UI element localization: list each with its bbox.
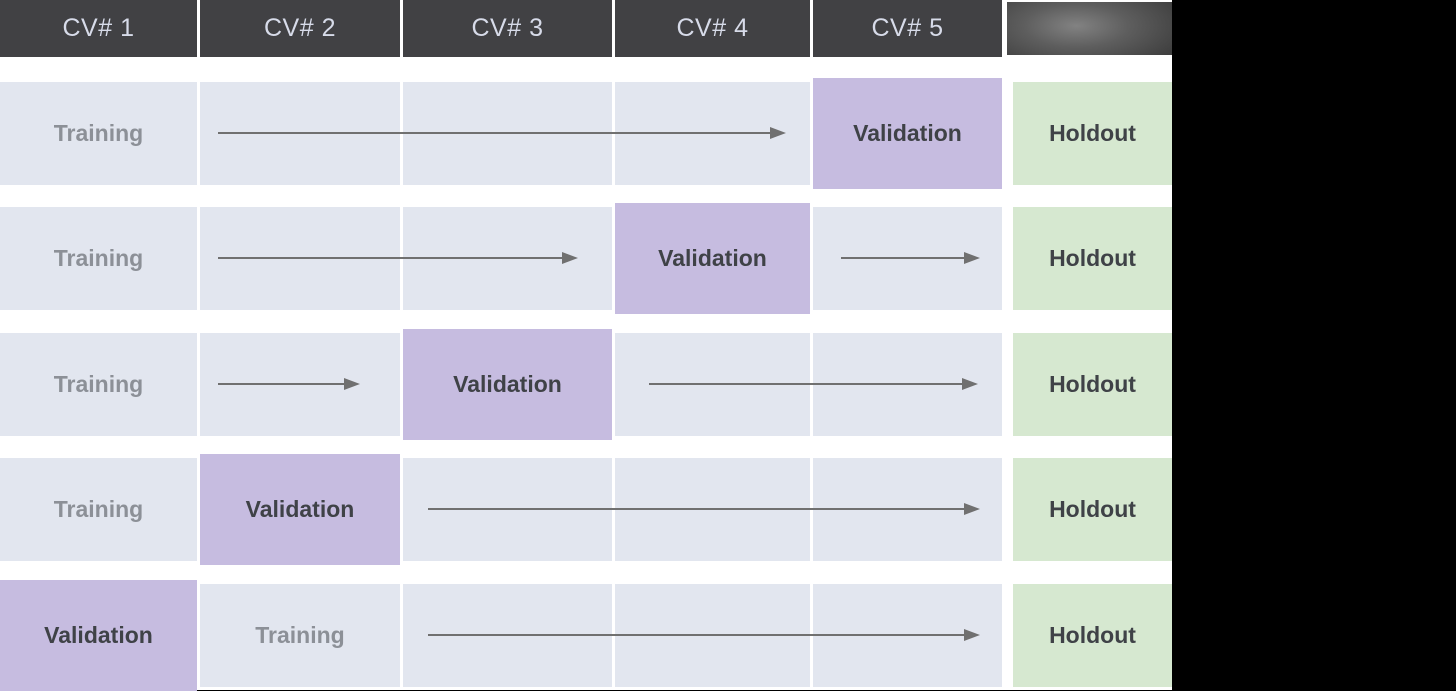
- header-cell-cv3: CV# 3: [403, 0, 612, 57]
- training-flow-arrow: [649, 378, 978, 390]
- training-cell: Training: [0, 333, 197, 436]
- training-label: Training: [53, 496, 144, 522]
- training-label: Training: [53, 245, 144, 271]
- arrow-head-icon: [964, 252, 980, 264]
- arrow-line: [841, 257, 964, 259]
- holdout-label: Holdout: [1049, 496, 1136, 522]
- validation-cell: Validation: [403, 329, 612, 440]
- header-label: CV# 4: [676, 14, 749, 42]
- validation-label: Validation: [853, 120, 962, 146]
- header-cell-cv5: CV# 5: [813, 0, 1002, 57]
- training-label: Training: [53, 371, 144, 397]
- validation-label: Validation: [245, 496, 355, 522]
- training-cell: Training: [0, 207, 197, 310]
- validation-label: Validation: [44, 622, 153, 648]
- arrow-head-icon: [344, 378, 360, 390]
- validation-label: Validation: [453, 371, 562, 397]
- header-label: CV# 2: [264, 14, 336, 42]
- arrow-head-icon: [964, 503, 980, 515]
- holdout-label: Holdout: [1049, 120, 1136, 146]
- arrow-line: [218, 383, 344, 385]
- cv-fold-row-1: Training Validation Holdout: [0, 78, 1172, 189]
- validation-cell: Validation: [200, 454, 400, 565]
- training-flow-arrow: [841, 252, 980, 264]
- training-flow-arrow: [218, 127, 786, 139]
- arrow-line: [428, 508, 964, 510]
- training-cell: Training: [200, 584, 400, 687]
- header-label: CV# 1: [62, 14, 135, 42]
- holdout-label: Holdout: [1049, 622, 1136, 648]
- holdout-cell: Holdout: [1013, 82, 1172, 185]
- arrow-line: [218, 132, 770, 134]
- training-flow-arrow: [428, 629, 980, 641]
- arrow-head-icon: [770, 127, 786, 139]
- holdout-cell: Holdout: [1013, 584, 1172, 687]
- header-label: CV# 3: [471, 14, 544, 42]
- holdout-label: Holdout: [1049, 245, 1136, 271]
- training-flow-arrow: [428, 503, 980, 515]
- holdout-label: Holdout: [1049, 371, 1136, 397]
- holdout-cell: Holdout: [1013, 458, 1172, 561]
- holdout-cell: Holdout: [1013, 207, 1172, 310]
- cross-validation-diagram: CV# 1 CV# 2 CV# 3 CV# 4 CV# 5 Training V…: [0, 0, 1172, 691]
- cv-fold-row-4: Training Validation Holdout: [0, 454, 1172, 565]
- training-flow-arrow: [218, 252, 578, 264]
- header-cell-cv4: CV# 4: [615, 0, 810, 57]
- header-cell-redacted-blur: [1007, 2, 1172, 55]
- validation-label: Validation: [658, 245, 767, 271]
- training-flow-arrow: [218, 378, 360, 390]
- training-label: Training: [255, 622, 345, 648]
- validation-cell: Validation: [0, 580, 197, 691]
- cv-fold-row-5: Validation Training Holdout: [0, 580, 1172, 691]
- header-label: CV# 5: [871, 14, 944, 42]
- arrow-line: [649, 383, 962, 385]
- header-cell-cv1: CV# 1: [0, 0, 197, 57]
- cv-fold-row-3: Training Validation Holdout: [0, 329, 1172, 440]
- holdout-cell: Holdout: [1013, 333, 1172, 436]
- training-label: Training: [53, 120, 144, 146]
- validation-cell: Validation: [813, 78, 1002, 189]
- arrow-line: [218, 257, 562, 259]
- validation-cell: Validation: [615, 203, 810, 314]
- arrow-head-icon: [964, 629, 980, 641]
- training-cell: Training: [0, 458, 197, 561]
- header-row: CV# 1 CV# 2 CV# 3 CV# 4 CV# 5: [0, 0, 1172, 57]
- arrow-head-icon: [562, 252, 578, 264]
- training-cell: Training: [0, 82, 197, 185]
- header-cell-cv2: CV# 2: [200, 0, 400, 57]
- cv-fold-row-2: Training Validation Holdout: [0, 203, 1172, 314]
- arrow-head-icon: [962, 378, 978, 390]
- arrow-line: [428, 634, 964, 636]
